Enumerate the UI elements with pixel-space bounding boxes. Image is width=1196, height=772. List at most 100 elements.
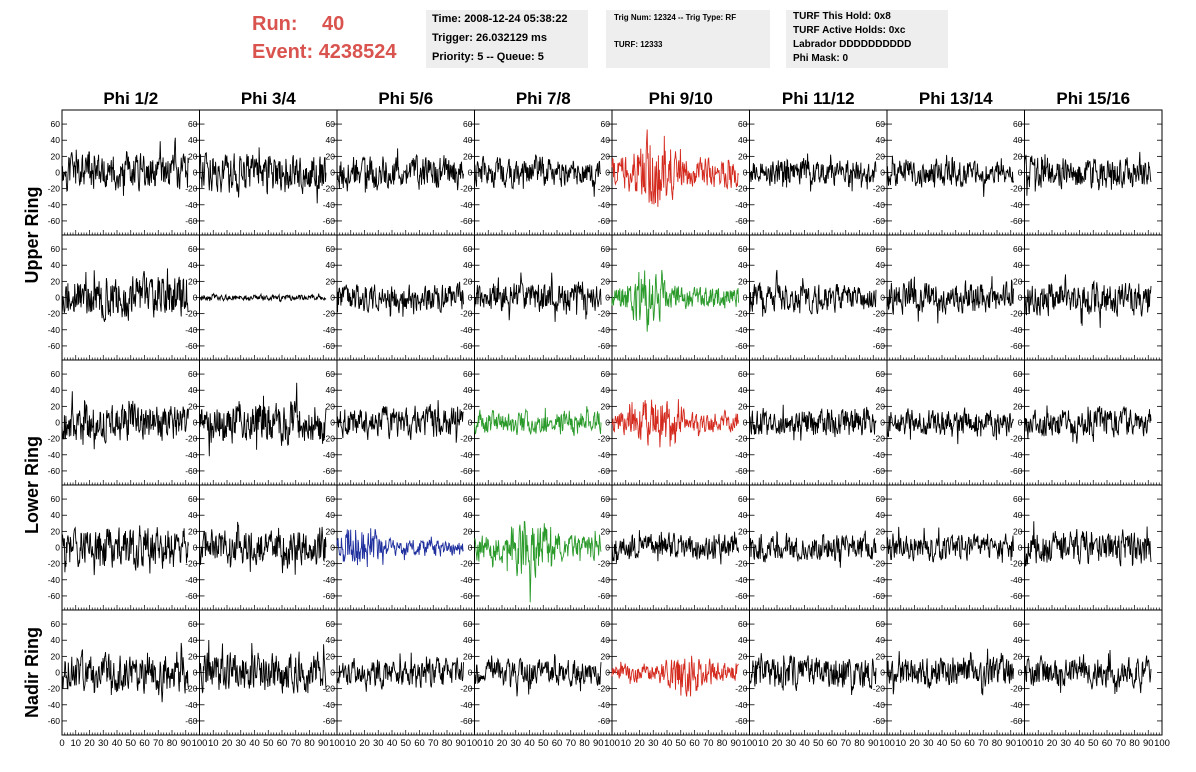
ytick-label-r3-c7: 60 — [876, 369, 886, 379]
xtick-label-c8: 90 — [1143, 738, 1154, 749]
ytick-label-r5-c7: 0 — [880, 668, 885, 678]
ytick-label-r4-c4: 40 — [463, 510, 473, 520]
ytick-label-r5-c6: -40 — [735, 700, 748, 710]
trace-r5-c8 — [1024, 649, 1152, 695]
ytick-label-r5-c5: -60 — [598, 716, 611, 726]
ytick-label-r2-c2: 0 — [193, 293, 198, 303]
ytick-label-r5-c4: 20 — [463, 651, 473, 661]
xtick-label-c2: 40 — [249, 738, 260, 749]
ytick-label-r4-c5: 40 — [601, 510, 611, 520]
ytick-label-r1-c8: -40 — [1010, 200, 1023, 210]
turf-text: TURF: 12333 — [614, 40, 663, 49]
column-title-8: Phi 15/16 — [1056, 89, 1130, 108]
ytick-label-r1-c7: -60 — [873, 216, 886, 226]
ytick-label-r2-c2: -40 — [185, 325, 198, 335]
turf-this-hold-text: TURF This Hold: 0x8 — [793, 11, 891, 22]
ytick-label-r5-c4: -20 — [460, 684, 473, 694]
ytick-label-r3-c3: 0 — [330, 418, 335, 428]
ytick-label-r2-c6: -60 — [735, 341, 748, 351]
ytick-label-r1-c4: 20 — [463, 151, 473, 161]
ring-label-1: Upper Ring — [22, 187, 42, 284]
ytick-label-r3-c6: 60 — [738, 369, 748, 379]
ytick-label-r3-c3: 40 — [326, 385, 336, 395]
ytick-label-r4-c2: 0 — [193, 543, 198, 553]
ytick-label-r1-c5: 40 — [601, 135, 611, 145]
xtick-label-c7: 40 — [937, 738, 948, 749]
xtick-label-c8: 70 — [1115, 738, 1126, 749]
ytick-label-r3-c3: -60 — [323, 466, 336, 476]
trace-r1-c1 — [61, 137, 189, 196]
xtick-label-c5: 30 — [648, 738, 659, 749]
ytick-label-r3-c3: -40 — [323, 450, 336, 460]
trace-r4-c3 — [336, 528, 464, 568]
ytick-label-r3-c4: -40 — [460, 450, 473, 460]
ytick-label-r3-c5: -60 — [598, 466, 611, 476]
ytick-label-r5-c6: -20 — [735, 684, 748, 694]
ytick-label-r1-c3: -60 — [323, 216, 336, 226]
ytick-label-r4-c5: 20 — [601, 526, 611, 536]
trace-r1-c2 — [199, 147, 327, 204]
ytick-label-r1-c3: 20 — [326, 151, 336, 161]
ytick-label-r2-c1: 40 — [51, 260, 61, 270]
ytick-label-r4-c5: -20 — [598, 559, 611, 569]
ytick-label-r3-c5: 20 — [601, 401, 611, 411]
ytick-label-r3-c5: 40 — [601, 385, 611, 395]
ytick-label-r1-c1: 60 — [51, 119, 61, 129]
ytick-label-r2-c1: 60 — [51, 244, 61, 254]
ytick-label-r4-c5: -40 — [598, 575, 611, 585]
ytick-label-r2-c7: -40 — [873, 325, 886, 335]
ytick-label-r4-c6: 40 — [738, 510, 748, 520]
trace-r1-c8 — [1024, 151, 1152, 196]
xtick-label-c5: 50 — [675, 738, 686, 749]
ytick-label-r4-c4: 0 — [468, 543, 473, 553]
ytick-label-r3-c7: 20 — [876, 401, 886, 411]
ytick-label-r4-c2: -40 — [185, 575, 198, 585]
xtick-label-c5: 40 — [662, 738, 673, 749]
ytick-label-r2-c8: -20 — [1010, 309, 1023, 319]
xtick-label-c2: 80 — [304, 738, 315, 749]
xtick-label-c8: 10 — [1033, 738, 1044, 749]
xtick-label-c8: 40 — [1074, 738, 1085, 749]
xtick-label-c6: 30 — [785, 738, 796, 749]
ytick-label-r3-c6: -60 — [735, 466, 748, 476]
time-panel: Time: 2008-12-24 05:38:22 Trigger: 26.03… — [426, 10, 588, 68]
xtick-label-c2: 100 — [329, 738, 345, 749]
trace-r5-c5 — [611, 655, 739, 697]
ytick-label-r3-c8: -20 — [1010, 434, 1023, 444]
ytick-label-r1-c4: -40 — [460, 200, 473, 210]
ytick-label-r1-c3: 60 — [326, 119, 336, 129]
ytick-label-r2-c1: -40 — [48, 325, 61, 335]
ytick-label-r4-c6: -20 — [735, 559, 748, 569]
xtick-label-c5: 80 — [717, 738, 728, 749]
panel-frame-r3-c3 — [336, 359, 475, 486]
xtick-label-c3: 80 — [442, 738, 453, 749]
xtick-label-c8: 30 — [1060, 738, 1071, 749]
ytick-label-r2-c4: 20 — [463, 276, 473, 286]
xtick-label-c2: 10 — [208, 738, 219, 749]
xtick-label-c4: 40 — [524, 738, 535, 749]
ytick-label-r1-c6: 20 — [738, 151, 748, 161]
xtick-label-c5: 100 — [742, 738, 758, 749]
ytick-label-r4-c7: 60 — [876, 494, 886, 504]
ytick-label-r4-c1: 40 — [51, 510, 61, 520]
xtick-label-c1: 90 — [180, 738, 191, 749]
ytick-label-r5-c3: -60 — [323, 716, 336, 726]
ytick-label-r4-c8: 20 — [1013, 526, 1023, 536]
run-label: Run: — [252, 13, 298, 35]
ytick-label-r2-c8: 60 — [1013, 244, 1023, 254]
ytick-label-r2-c3: 40 — [326, 260, 336, 270]
ytick-label-r1-c6: 0 — [743, 168, 748, 178]
ytick-label-r2-c5: 20 — [601, 276, 611, 286]
ytick-label-r5-c1: 20 — [51, 651, 61, 661]
xtick-label-c5: 60 — [689, 738, 700, 749]
trace-r1-c3 — [336, 148, 464, 193]
ytick-label-r2-c8: -40 — [1010, 325, 1023, 335]
xtick-label-c3: 100 — [467, 738, 483, 749]
ytick-label-r3-c1: -40 — [48, 450, 61, 460]
turf-panel: TURF This Hold: 0x8 TURF Active Holds: 0… — [786, 10, 948, 68]
ytick-label-r5-c1: -40 — [48, 700, 61, 710]
ytick-label-r2-c7: 0 — [880, 293, 885, 303]
xtick-label-c8: 60 — [1102, 738, 1113, 749]
ytick-label-r1-c6: 60 — [738, 119, 748, 129]
